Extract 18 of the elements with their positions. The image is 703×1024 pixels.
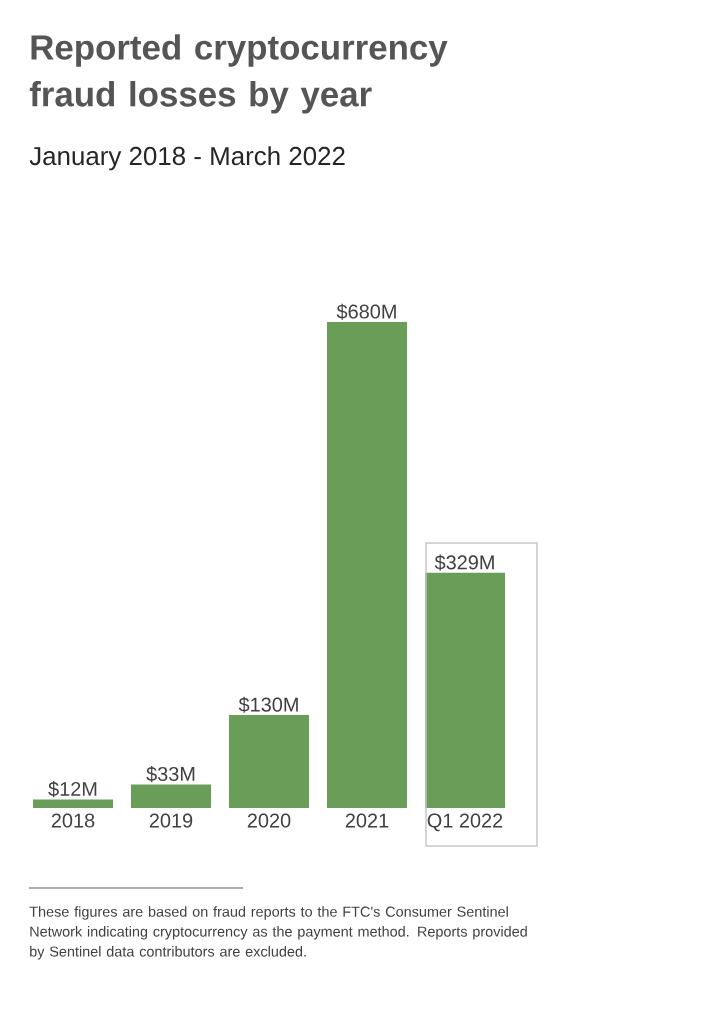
x-tick-label: 2020	[247, 813, 291, 828]
bar	[33, 799, 113, 808]
data-label: $12M	[48, 781, 97, 798]
data-label: $329M	[434, 554, 494, 571]
bar	[327, 321, 407, 808]
x-tick-label: 2019	[149, 813, 193, 828]
bar	[425, 572, 505, 808]
x-tick-label: 2018	[51, 813, 95, 828]
chart-subtitle: January 2018 - March 2022	[29, 146, 345, 171]
data-label: $130M	[238, 696, 298, 713]
x-tick-label: Q1 2022	[427, 813, 503, 832]
bar	[131, 784, 211, 808]
x-tick-label: 2021	[345, 813, 389, 828]
text: These figures are based on fraud reports to the FTC's Consumer Sentinel Network indicating cryptocurrency as the payment method. Reports provided by Sentinel data contributors are excluded.	[29, 906, 527, 960]
data-label: $680M	[336, 303, 396, 320]
bar	[229, 715, 309, 808]
chart-title: Reported cryptocurrency fraud losses by year	[29, 34, 448, 114]
data-label: $33M	[146, 766, 195, 783]
